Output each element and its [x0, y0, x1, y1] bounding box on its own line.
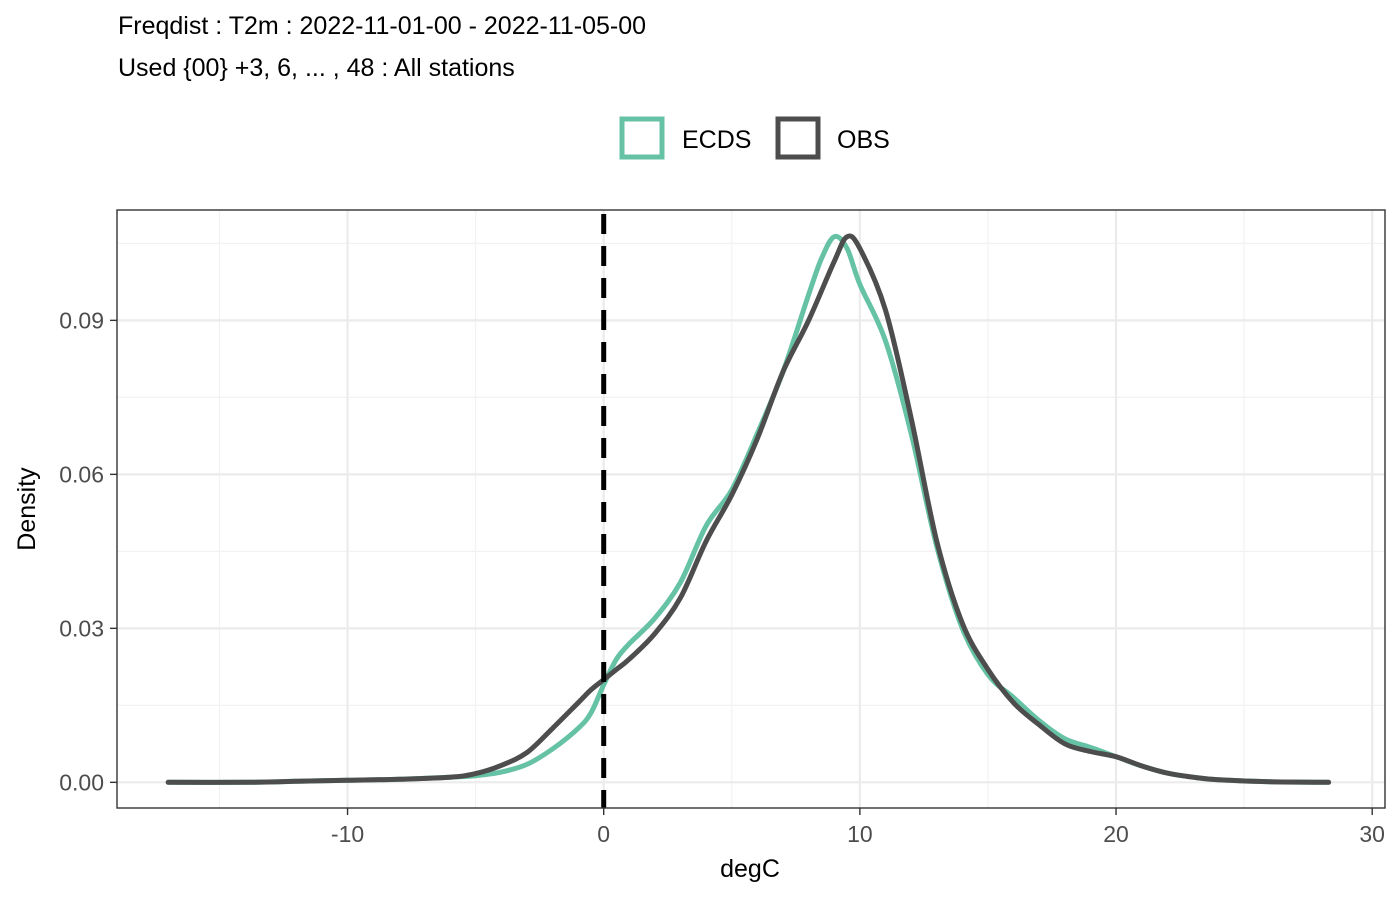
x-tick-label: 20	[1103, 821, 1129, 847]
x-tick-label: 10	[847, 821, 873, 847]
y-tick-label: 0.06	[59, 461, 104, 487]
legend-key-obs	[775, 116, 821, 160]
legend-label-obs: OBS	[837, 126, 890, 154]
series-line-obs	[165, 233, 1332, 785]
y-tick-label: 0.03	[59, 615, 104, 641]
y-tick-label: 0.00	[59, 769, 104, 795]
chart-title: Freqdist : T2m : 2022-11-01-00 - 2022-11…	[118, 12, 646, 40]
legend: ECDS OBS	[619, 116, 890, 160]
y-axis-title: Density	[13, 467, 41, 551]
legend-key-ecds	[619, 116, 665, 160]
x-axis-title: degC	[720, 855, 780, 883]
x-axis: -10 0 10 20 30	[331, 808, 1385, 847]
grid-minor	[117, 210, 1385, 808]
x-tick-label: 0	[597, 821, 610, 847]
series-line-ecds	[165, 233, 1332, 785]
series-layer	[165, 233, 1332, 785]
y-tick-label: 0.09	[59, 307, 104, 333]
plot-panel	[116, 209, 1386, 809]
chart-subtitle: Used {00} +3, 6, ... , 48 : All stations	[118, 54, 515, 82]
panel-border	[116, 209, 1386, 809]
legend-label-ecds: ECDS	[682, 126, 751, 154]
x-tick-label: 30	[1359, 821, 1385, 847]
grid-major	[117, 210, 1385, 808]
y-axis: 0.00 0.03 0.06 0.09	[59, 307, 117, 795]
panel-background	[117, 210, 1385, 808]
x-tick-label: -10	[331, 821, 364, 847]
